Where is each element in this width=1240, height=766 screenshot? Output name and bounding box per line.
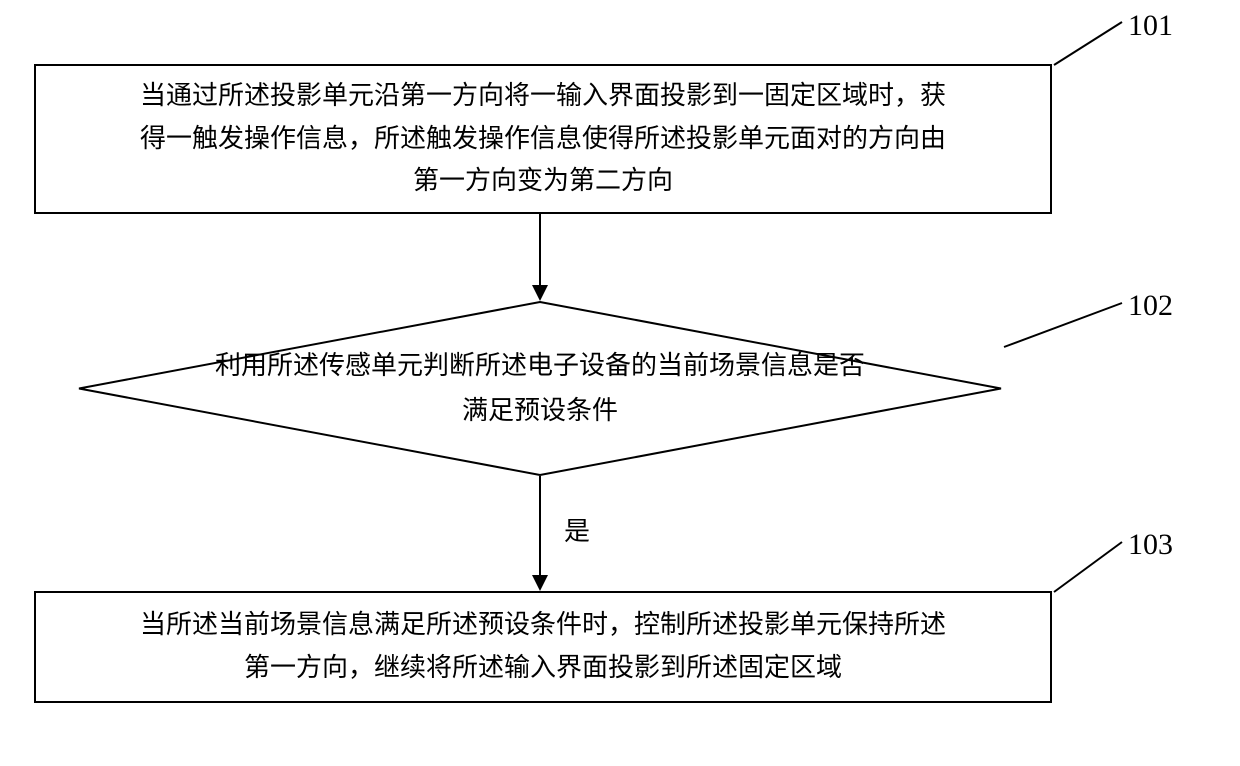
flowchart-canvas: 当通过所述投影单元沿第一方向将一输入界面投影到一固定区域时，获 得一触发操作信息…: [0, 0, 1240, 766]
step-102-leader: [1002, 301, 1124, 349]
step-103-line1: 当所述当前场景信息满足所述预设条件时，控制所述投影单元保持所述: [140, 604, 946, 647]
step-101-label: 101: [1128, 9, 1173, 43]
step-101-line3: 第一方向变为第二方向: [413, 160, 673, 203]
arrow-101-to-102: [530, 214, 550, 301]
decision-102-line2: 满足预设条件: [462, 389, 618, 433]
step-103-label: 103: [1128, 528, 1173, 562]
step-101-line2: 得一触发操作信息，所述触发操作信息使得所述投影单元面对的方向由: [140, 118, 946, 161]
decision-102-box: 利用所述传感单元判断所述电子设备的当前场景信息是否 满足预设条件: [78, 301, 1002, 476]
step-102-label: 102: [1128, 289, 1173, 323]
decision-102-line1: 利用所述传感单元判断所述电子设备的当前场景信息是否: [215, 344, 865, 388]
step-101-line1: 当通过所述投影单元沿第一方向将一输入界面投影到一固定区域时，获: [140, 75, 946, 118]
step-103-box: 当所述当前场景信息满足所述预设条件时，控制所述投影单元保持所述 第一方向，继续将…: [34, 591, 1052, 703]
step-103-leader: [1052, 540, 1124, 594]
arrow-102-to-103: [530, 476, 550, 591]
step-103-line2: 第一方向，继续将所述输入界面投影到所述固定区域: [244, 647, 842, 690]
edge-label-yes: 是: [564, 511, 590, 548]
step-101-box: 当通过所述投影单元沿第一方向将一输入界面投影到一固定区域时，获 得一触发操作信息…: [34, 64, 1052, 214]
step-101-leader: [1052, 20, 1124, 67]
